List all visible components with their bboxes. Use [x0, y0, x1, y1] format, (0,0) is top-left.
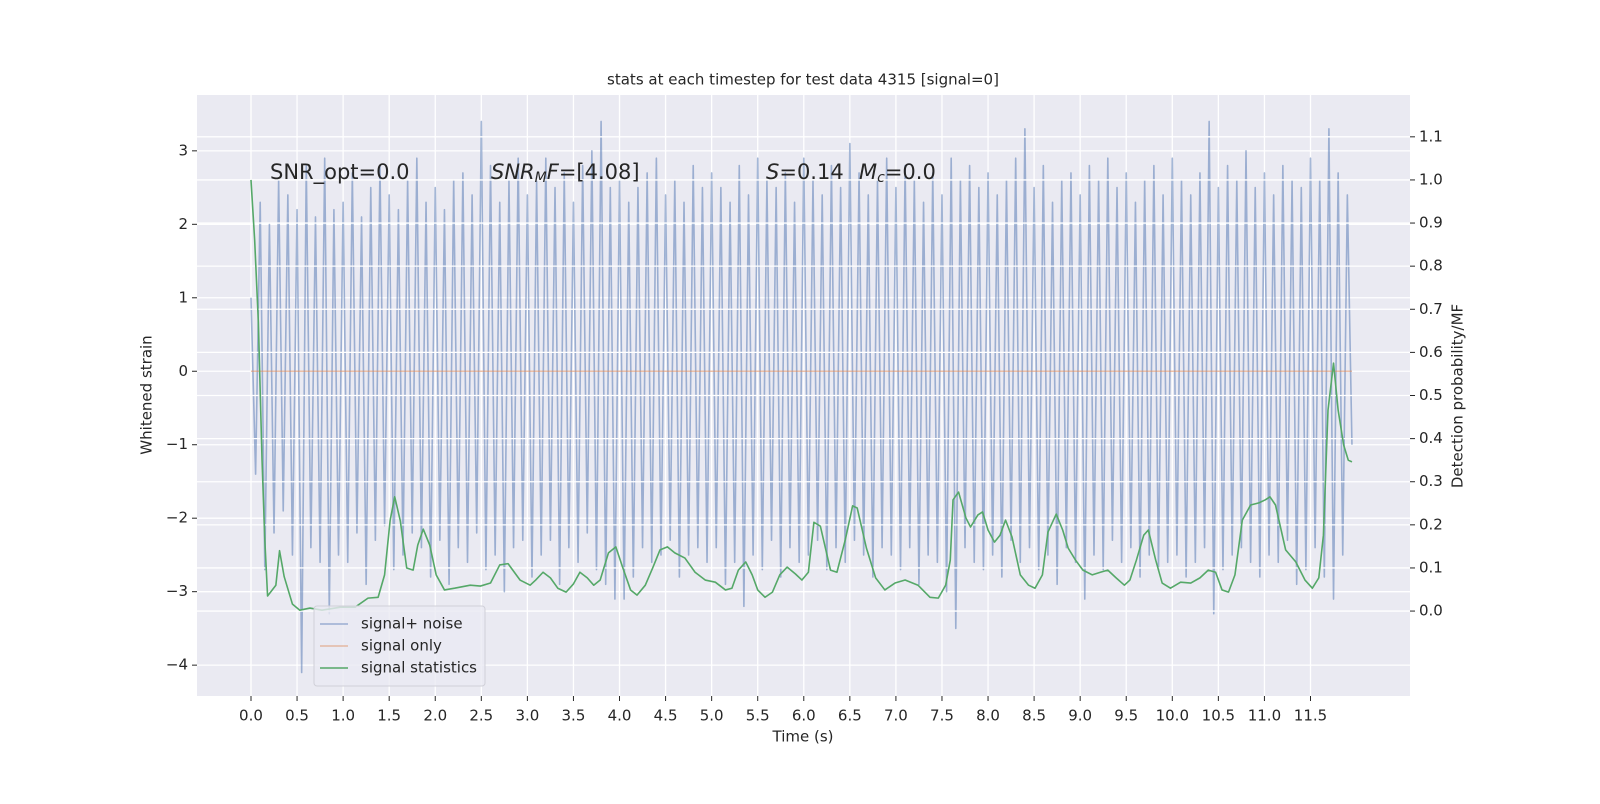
y2-tick-label: 1.1 — [1419, 127, 1443, 145]
annotation: Mc=0.0 — [859, 160, 936, 186]
x-tick-label: 9.5 — [1114, 707, 1138, 725]
x-tick-label: 5.5 — [746, 707, 770, 725]
x-tick-label: 4.0 — [608, 707, 632, 725]
y-tick-label: −1 — [166, 435, 188, 453]
annotation-text: SNR — [491, 160, 535, 184]
annotations: SNR_opt=0.0 SNRMF=[4.08] S=0.14 Mc=0.0 — [270, 160, 936, 186]
annotation-subscript: M — [535, 170, 547, 186]
annotation: S=0.14 — [766, 160, 844, 184]
x-tick-label: 3.5 — [562, 707, 586, 725]
annotation-text: F — [547, 160, 560, 184]
legend: signal+ noise signal only signal statistic… — [313, 605, 486, 687]
x-tick-label: 7.0 — [884, 707, 908, 725]
x-tick-label: 4.5 — [654, 707, 678, 725]
annotation-text: S — [766, 160, 779, 184]
y2-tick-label: 0.7 — [1419, 300, 1443, 318]
annotation-text: SNR_opt=0.0 — [270, 160, 410, 185]
x-tick-label: 6.5 — [838, 707, 862, 725]
x-tick-label: 9.0 — [1068, 707, 1092, 725]
x-tick-label: 0.5 — [285, 707, 309, 725]
annotation: SNR_opt=0.0 — [270, 160, 410, 185]
legend-box — [313, 605, 486, 687]
annotation-text: M — [859, 160, 877, 184]
legend-label: signal+ noise — [361, 615, 463, 633]
y-tick-label: 1 — [178, 288, 188, 306]
y2-axis-label: Detection probability/MF — [1449, 304, 1467, 488]
y2-tick-label: 0.9 — [1419, 214, 1443, 232]
x-tick-label: 3.0 — [515, 707, 539, 725]
y2-tick-label: 0.0 — [1419, 602, 1443, 620]
annotation-subscript: c — [877, 170, 885, 186]
x-tick-label: 8.5 — [1022, 707, 1046, 725]
y-tick-label: 2 — [178, 215, 188, 233]
y-axis-label: Whitened strain — [138, 335, 156, 454]
series-line — [250, 179, 1353, 611]
y2-tick-label: 0.8 — [1419, 257, 1443, 275]
y2-tick-label: 0.3 — [1419, 472, 1443, 490]
series-line — [250, 120, 1353, 674]
legend-label: signal only — [361, 637, 442, 655]
x-tick-label: 10.5 — [1202, 707, 1235, 725]
over-layer — [197, 136, 1410, 612]
y-tick-label: 0 — [178, 362, 188, 380]
y2-tick-label: 0.5 — [1419, 386, 1443, 404]
x-tick-label: 7.5 — [930, 707, 954, 725]
y2-tick-label: 0.4 — [1419, 429, 1443, 447]
legend-label: signal statistics — [361, 659, 477, 677]
annotation-text: =0.14 — [779, 160, 843, 184]
x-tick-label: 10.0 — [1156, 707, 1189, 725]
x-tick-label: 0.0 — [239, 707, 263, 725]
y2-tick-label: 0.2 — [1419, 515, 1443, 533]
x-tick-label: 1.0 — [331, 707, 355, 725]
x-tick-label: 2.5 — [469, 707, 493, 725]
x-tick-label: 1.5 — [377, 707, 401, 725]
chart-title: stats at each timestep for test data 431… — [607, 71, 999, 89]
annotation-text: =0.0 — [885, 160, 936, 184]
x-tick-label: 5.0 — [700, 707, 724, 725]
x-axis-label: Time (s) — [772, 728, 834, 746]
annotation: SNRMF=[4.08] — [491, 160, 640, 186]
y2-tick-label: 1.0 — [1419, 170, 1443, 188]
y-tick-label: −3 — [166, 582, 188, 600]
y-tick-label: 3 — [178, 141, 188, 159]
x-tick-label: 11.5 — [1294, 707, 1327, 725]
x-tick-label: 11.0 — [1248, 707, 1281, 725]
x-tick-label: 8.0 — [976, 707, 1000, 725]
y2-tick-label: 0.6 — [1419, 343, 1443, 361]
x-tick-label: 2.0 — [423, 707, 447, 725]
x-tick-label: 6.0 — [792, 707, 816, 725]
y-tick-label: −4 — [166, 656, 188, 674]
y-tick-label: −2 — [166, 509, 188, 527]
annotation-text: =[4.08] — [559, 160, 640, 184]
y2-tick-label: 0.1 — [1419, 558, 1443, 576]
